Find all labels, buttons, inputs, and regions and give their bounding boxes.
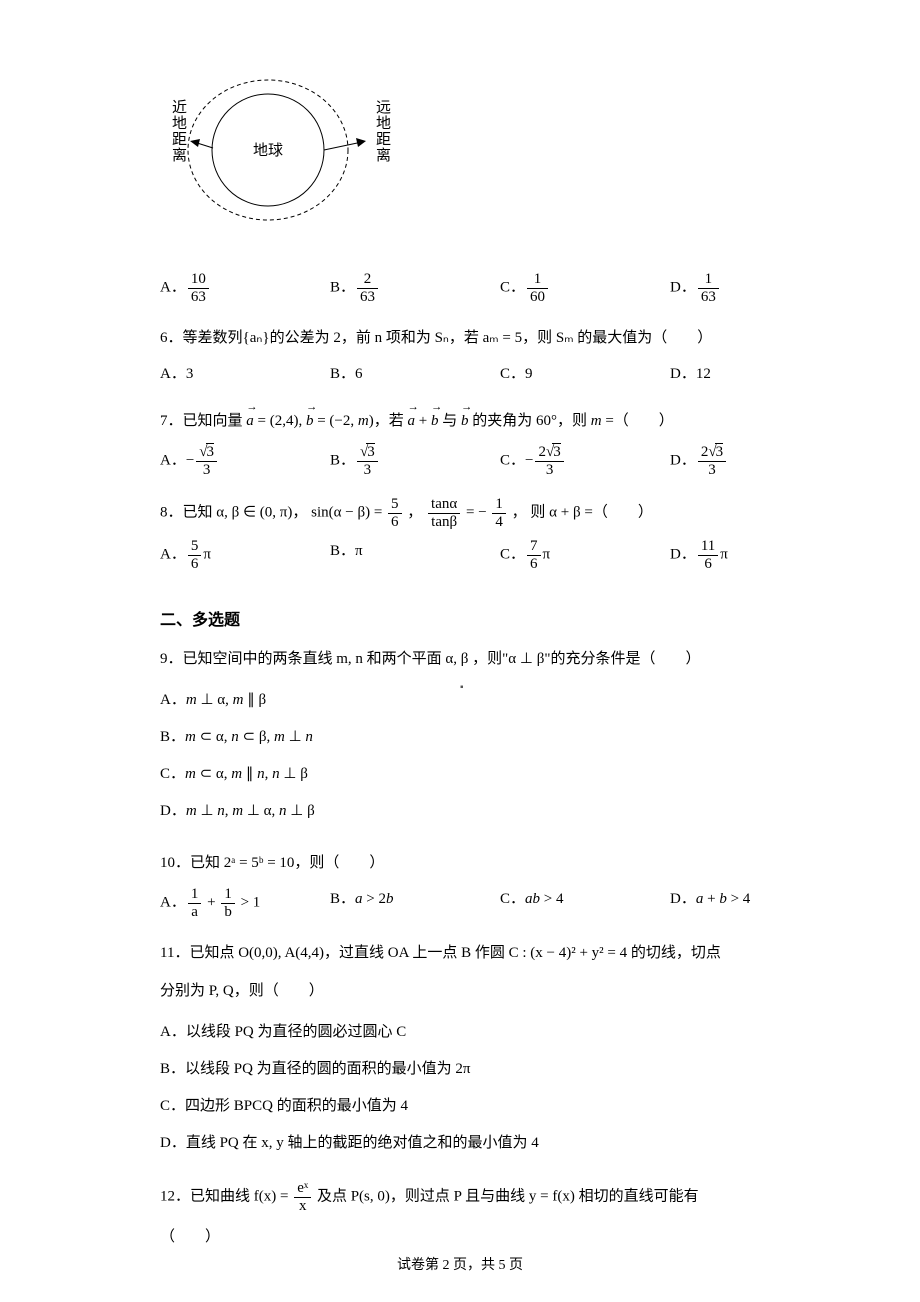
q5-opt-A: A．1063 [160, 271, 330, 305]
q10-opt-B: B．a > 2b [330, 886, 500, 920]
q9-opt-D: D．m ⊥ n, m ⊥ α, n ⊥ β [160, 798, 840, 825]
q10-opt-A: A．1a + 1b > 1 [160, 886, 330, 920]
q11-stem-1: 11．已知点 O(0,0), A(4,4)，过直线 OA 上一点 B 作圆 C … [160, 938, 840, 968]
q12-paren: （ ） [160, 1222, 840, 1252]
q8-stem: 8．已知 α, β ∈ (0, π)， sin(α − β) = 56 ， ta… [160, 496, 840, 530]
q9-stem: 9．已知空间中的两条直线 m, n 和两个平面 α, β ，则"α ⊥ β"的充… [160, 644, 840, 674]
orbit-diagram: 地球 近地距离 远地距离 [160, 70, 840, 243]
q7-opt-A: A．−33 [160, 444, 330, 478]
q5-opt-B: B．263 [330, 271, 500, 305]
left-arrow-head [190, 139, 200, 147]
q11-opt-B: B．以线段 PQ 为直径的圆的面积的最小值为 2π [160, 1056, 840, 1083]
q5-opt-D: D．163 [670, 271, 840, 305]
q8-options: A．56π B．π C．76π D．116π [160, 538, 840, 572]
q9-options: A．m ⊥ α, m ∥ β B．m ⊂ α, n ⊂ β, m ⊥ n C．m… [160, 682, 840, 830]
q7-stem: 7．已知向量 a = (2,4), b = (−2, m)，若 a + b 与 … [160, 406, 840, 436]
q5-opt-C: C．160 [500, 271, 670, 305]
q11-stem-2: 分别为 P, Q，则（ ） [160, 976, 840, 1006]
page-footer: 试卷第 2 页，共 5 页 [0, 1254, 920, 1274]
q9-opt-B: B．m ⊂ α, n ⊂ β, m ⊥ n [160, 724, 840, 751]
q7-opt-D: D．233 [670, 444, 840, 478]
right-label: 远地距离 [376, 99, 391, 164]
q8-opt-D: D．116π [670, 538, 840, 572]
q6-options: A．3 B．6 C．9 D．12 [160, 361, 840, 388]
q9-opt-A: A．m ⊥ α, m ∥ β [160, 687, 840, 714]
q7-options: A．−33 B．33 C．−233 D．233 [160, 444, 840, 478]
q11-options: A．以线段 PQ 为直径的圆必过圆心 C B．以线段 PQ 为直径的圆的面积的最… [160, 1014, 840, 1162]
right-arrow-line [324, 142, 362, 150]
right-arrow-head [356, 138, 366, 147]
q10-options: A．1a + 1b > 1 B．a > 2b C．ab > 4 D．a + b … [160, 886, 840, 920]
q9-opt-C: C．m ⊂ α, m ∥ n, n ⊥ β [160, 761, 840, 788]
q11-opt-D: D．直线 PQ 在 x, y 轴上的截距的绝对值之和的最小值为 4 [160, 1130, 840, 1157]
q10-stem: 10．已知 2ᵃ = 5ᵇ = 10，则（ ） [160, 848, 840, 878]
q6-opt-D: D．12 [670, 361, 840, 388]
center-marker: ▪ [460, 682, 464, 693]
earth-label: 地球 [253, 142, 283, 159]
q8-opt-C: C．76π [500, 538, 670, 572]
orbit-svg: 地球 近地距离 远地距离 [160, 70, 400, 238]
q5-options: A．1063 B．263 C．160 D．163 [160, 271, 840, 305]
section-2-title: 二、多选题 [160, 606, 840, 630]
q11-opt-A: A．以线段 PQ 为直径的圆必过圆心 C [160, 1019, 840, 1046]
q6-opt-A: A．3 [160, 361, 330, 388]
q6-opt-B: B．6 [330, 361, 500, 388]
left-label: 近地距离 [172, 99, 187, 164]
q12-stem: 12．已知曲线 f(x) = eˣx 及点 P(s, 0)，则过点 P 且与曲线… [160, 1180, 840, 1214]
q10-opt-D: D．a + b > 4 [670, 886, 840, 920]
q11-opt-C: C．四边形 BPCQ 的面积的最小值为 4 [160, 1093, 840, 1120]
q6-opt-C: C．9 [500, 361, 670, 388]
q8-opt-B: B．π [330, 538, 500, 572]
q7-opt-C: C．−233 [500, 444, 670, 478]
q6-stem: 6．等差数列{aₙ}的公差为 2，前 n 项和为 Sₙ，若 aₘ = 5，则 S… [160, 323, 840, 353]
q7-opt-B: B．33 [330, 444, 500, 478]
q8-opt-A: A．56π [160, 538, 330, 572]
q10-opt-C: C．ab > 4 [500, 886, 670, 920]
